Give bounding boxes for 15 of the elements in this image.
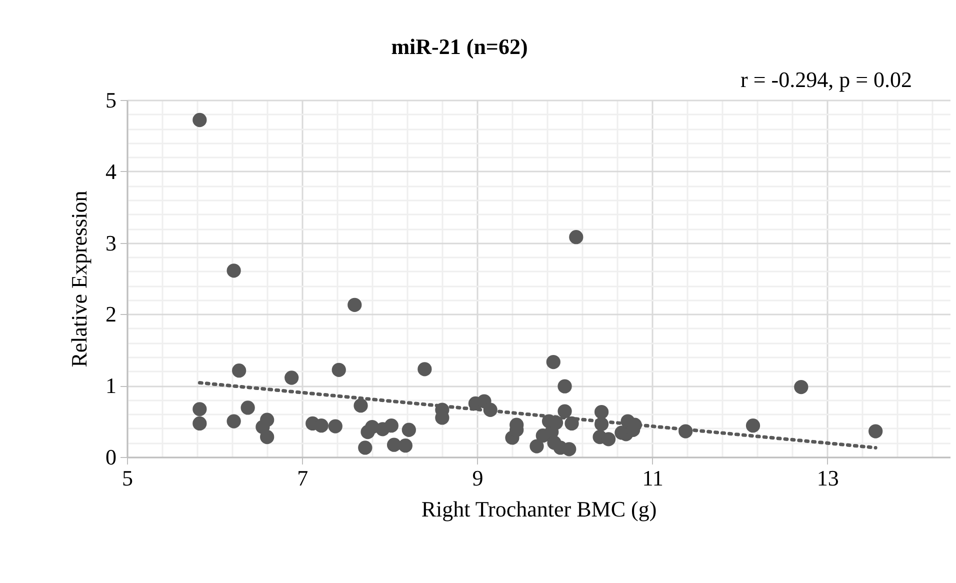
y-tick-label: 2	[106, 302, 116, 327]
x-tick-label: 11	[642, 466, 664, 490]
x-tick-label: 5	[122, 466, 133, 490]
y-axis-title: Relative Expression	[66, 190, 92, 368]
y-tick-label: 1	[106, 373, 116, 398]
x-tick-label: 7	[297, 466, 308, 490]
x-tick-label: 13	[816, 466, 839, 490]
y-tick-label: 3	[106, 230, 116, 256]
y-tick-label: 4	[106, 158, 116, 184]
chart-title: miR-21 (n=62)	[391, 34, 528, 59]
x-tick-label: 9	[472, 466, 484, 490]
text: r = -0.294, p = 0.02	[740, 67, 912, 92]
x-axis-title: Right Trochanter BMC (g)	[421, 496, 657, 522]
y-tick-label: 0	[106, 444, 116, 470]
y-tick-label: 5	[106, 88, 116, 112]
